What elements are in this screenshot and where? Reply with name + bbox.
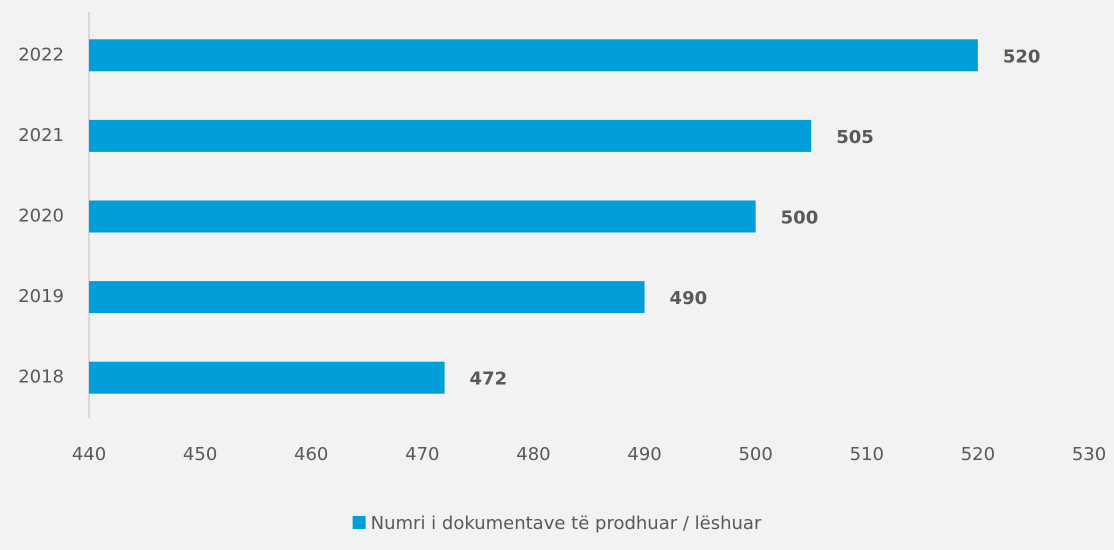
bar <box>89 281 645 314</box>
y-tick-label: 2022 <box>18 44 64 65</box>
data-label: 490 <box>670 288 708 309</box>
y-tick-label: 2019 <box>18 286 64 307</box>
bar <box>89 200 756 233</box>
y-tick-label: 2018 <box>18 367 64 388</box>
x-tick-label: 450 <box>183 444 217 465</box>
data-label: 472 <box>470 369 508 390</box>
x-tick-label: 480 <box>516 444 550 465</box>
data-label: 520 <box>1003 46 1041 67</box>
x-tick-label: 510 <box>850 444 884 465</box>
x-tick-label: 490 <box>627 444 661 465</box>
y-tick-label: 2021 <box>18 125 64 146</box>
y-tick-label: 2020 <box>18 206 64 227</box>
x-tick-label: 520 <box>961 444 995 465</box>
data-label: 500 <box>781 208 819 229</box>
x-tick-label: 440 <box>72 444 106 465</box>
x-tick-label: 470 <box>405 444 439 465</box>
bar <box>89 39 978 72</box>
data-label: 505 <box>836 127 874 148</box>
legend-label: Numri i dokumentave të prodhuar / lëshua… <box>371 513 762 534</box>
x-tick-label: 500 <box>738 444 772 465</box>
bar <box>89 119 812 152</box>
x-tick-label: 530 <box>1072 444 1106 465</box>
legend-swatch <box>352 516 366 529</box>
bar <box>89 361 445 394</box>
x-tick-label: 460 <box>294 444 328 465</box>
